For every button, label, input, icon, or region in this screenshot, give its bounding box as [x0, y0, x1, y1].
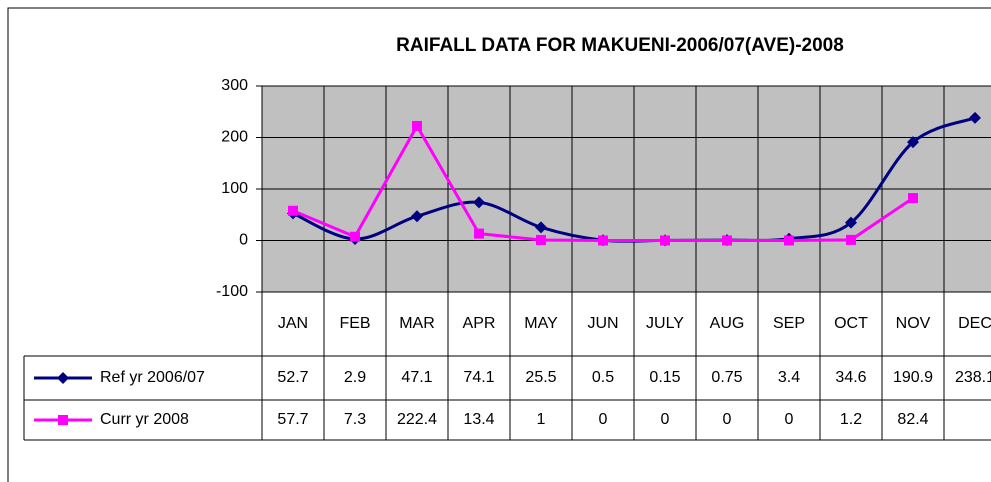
marker: [660, 235, 670, 246]
table-value: 222.4: [397, 411, 437, 428]
marker: [969, 111, 981, 124]
x-tick-label: OCT: [834, 315, 868, 332]
marker: [598, 235, 608, 246]
table-value: 0: [599, 411, 608, 428]
table-value: 190.9: [893, 369, 933, 386]
table-value: 7.3: [344, 411, 366, 428]
marker: [536, 234, 546, 245]
table-value: 25.5: [525, 369, 556, 386]
table-value: 34.6: [835, 369, 866, 386]
marker: [846, 234, 856, 245]
table-value: 238.1: [955, 369, 991, 386]
x-tick-label: JULY: [646, 315, 684, 332]
table-value: 82.4: [897, 411, 928, 428]
marker: [57, 372, 69, 384]
x-tick-label: AUG: [710, 315, 745, 332]
x-tick-label: JAN: [278, 315, 308, 332]
marker: [288, 205, 298, 216]
marker: [474, 228, 484, 239]
x-tick-label: SEP: [773, 315, 805, 332]
legend-label: Ref yr 2006/07: [100, 369, 205, 386]
table-value: 57.7: [277, 411, 308, 428]
table-value: 74.1: [463, 369, 494, 386]
marker: [535, 221, 547, 234]
table-value: 0.15: [649, 369, 680, 386]
marker: [411, 210, 423, 223]
table-value: 0.5: [592, 369, 614, 386]
x-tick-label: MAY: [524, 315, 558, 332]
x-tick-label: FEB: [339, 315, 370, 332]
marker: [908, 193, 918, 204]
y-tick-label: 300: [221, 77, 248, 94]
x-tick-label: JUN: [587, 315, 618, 332]
table-value: 52.7: [277, 369, 308, 386]
chart-title: RAIFALL DATA FOR MAKUENI-2006/07(AVE)-20…: [396, 35, 844, 56]
legend-label: Curr yr 2008: [100, 411, 189, 428]
marker: [58, 415, 68, 425]
marker: [473, 196, 485, 209]
marker: [722, 235, 732, 246]
table-value: 3.4: [778, 369, 800, 386]
table-value: 0: [723, 411, 732, 428]
x-tick-label: DEC: [958, 315, 991, 332]
x-tick-label: APR: [463, 315, 496, 332]
table-value: 1.2: [840, 411, 862, 428]
marker: [412, 120, 422, 131]
y-tick-label: 100: [221, 180, 248, 197]
table-value: 2.9: [344, 369, 366, 386]
table-value: 0.75: [711, 369, 742, 386]
marker: [350, 231, 360, 242]
marker: [784, 235, 794, 246]
x-tick-label: MAR: [399, 315, 435, 332]
table-value: 0: [785, 411, 794, 428]
table-value: 47.1: [401, 369, 432, 386]
table-value: 0: [661, 411, 670, 428]
marker: [845, 216, 857, 229]
y-tick-label: 0: [239, 232, 248, 249]
table-value: 1: [537, 411, 546, 428]
marker: [907, 136, 919, 149]
y-tick-label: 200: [221, 129, 248, 146]
y-tick-label: -100: [216, 283, 248, 300]
x-tick-label: NOV: [896, 315, 931, 332]
table-value: 13.4: [463, 411, 494, 428]
